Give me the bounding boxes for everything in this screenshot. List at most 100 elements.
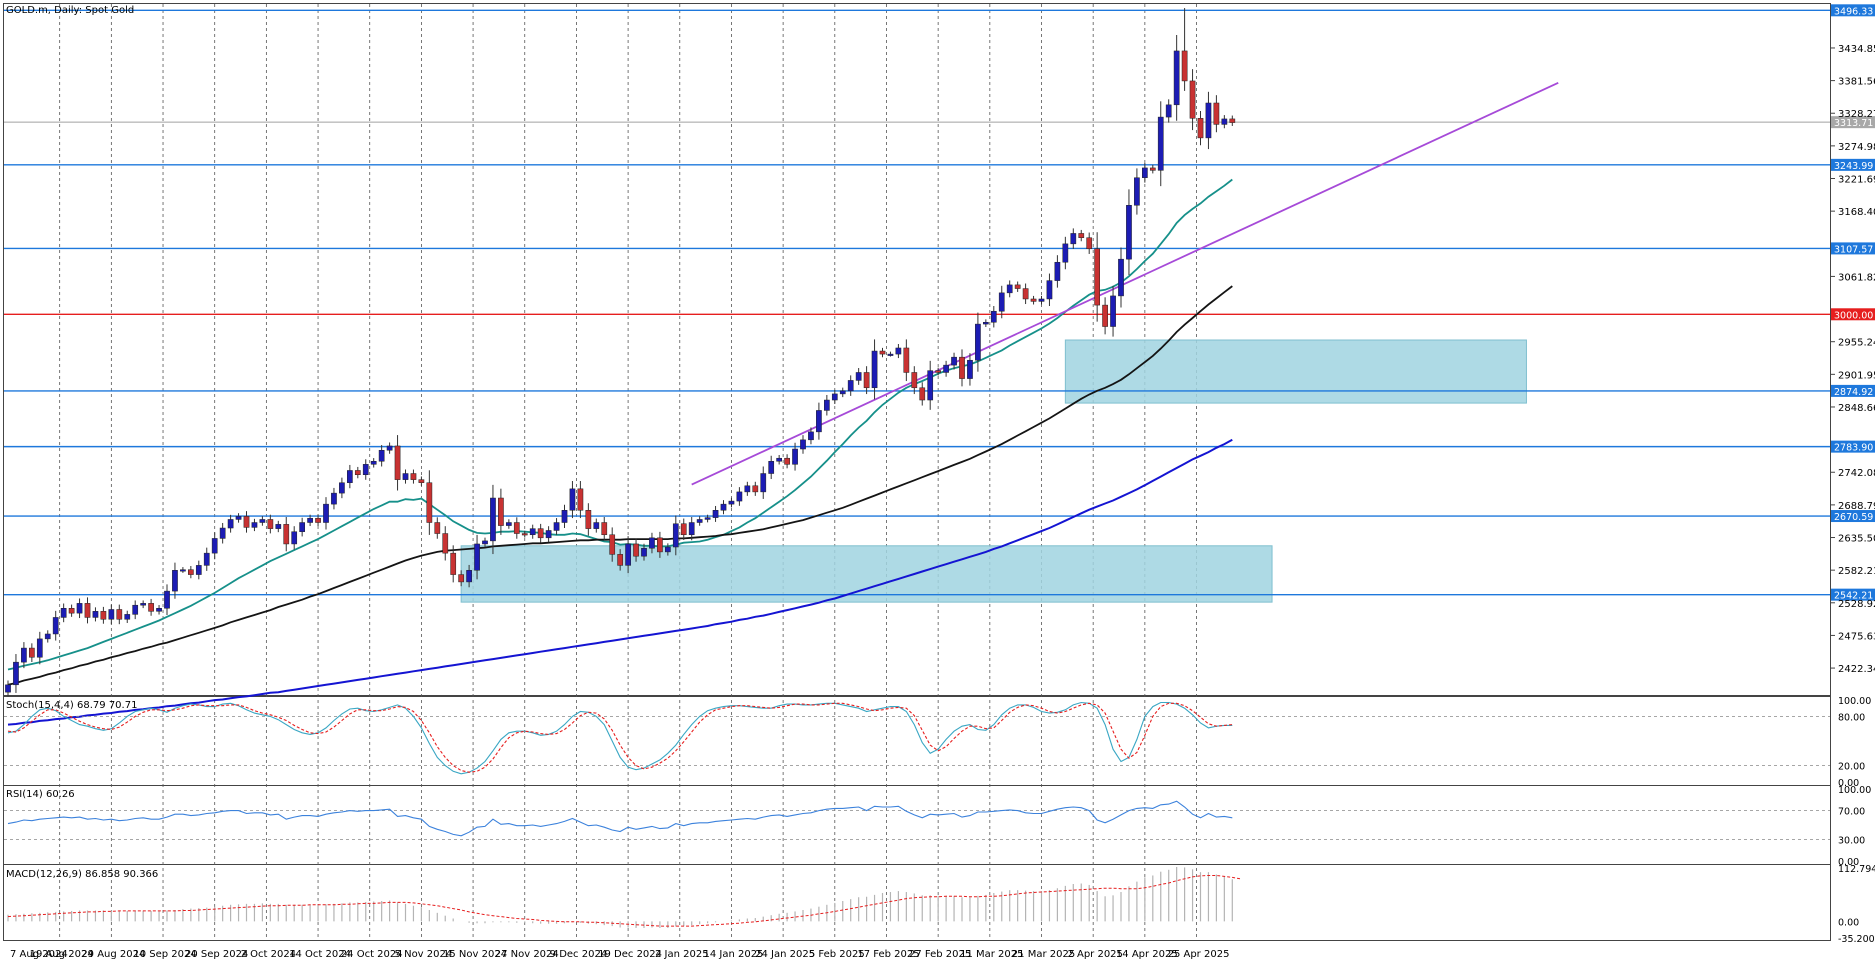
level-tag-bg [1831, 4, 1875, 17]
candle [203, 547, 210, 571]
candle [983, 319, 989, 327]
candle-body [100, 611, 107, 620]
candle [943, 360, 949, 377]
candle [116, 604, 123, 625]
candle [1030, 295, 1037, 305]
candle [275, 520, 282, 533]
candle [442, 526, 449, 561]
candle [172, 562, 178, 599]
candle-body [1046, 280, 1053, 300]
candle-body [808, 431, 814, 441]
price-axis: 3496.33 3243.99 3107.57 3000.00 2874.92 2783.… [1831, 4, 1875, 675]
candle-body [975, 323, 981, 361]
candle [402, 469, 409, 484]
candle [474, 534, 480, 580]
level-tag: 2670.59 [1834, 512, 1873, 523]
candle-body [315, 517, 321, 523]
candle-body [132, 604, 139, 615]
price-tick-label: 2742.08 [1838, 468, 1875, 479]
candle [490, 484, 496, 555]
date-label: 27 Nov 2024 [495, 949, 559, 960]
stoch-line-1 [7, 702, 1233, 773]
candle [1046, 273, 1053, 307]
candle [919, 382, 926, 406]
candle-body [537, 528, 544, 539]
candle [760, 466, 767, 499]
candle [84, 597, 91, 624]
candle-body [529, 528, 536, 536]
candle-body [68, 608, 75, 614]
candle [347, 464, 353, 489]
candle [283, 517, 290, 552]
candle-body [1110, 295, 1116, 327]
candle-body [156, 608, 162, 612]
price-tick-label: 2475.63 [1838, 631, 1875, 642]
main-plot-frame [3, 3, 1831, 941]
candle-body [983, 321, 989, 325]
candle-body [1022, 288, 1029, 300]
level-tag: 3000.00 [1834, 310, 1873, 321]
candle-body [60, 608, 67, 618]
candle [927, 360, 934, 410]
candle [498, 488, 504, 535]
date-label: 29 Aug 2024 [81, 949, 145, 960]
candle-body [235, 516, 242, 520]
candle-body [831, 393, 838, 401]
candle [561, 504, 568, 529]
candle [752, 481, 759, 496]
candle-body [609, 534, 616, 555]
candle [593, 518, 600, 533]
candle-body [1054, 261, 1061, 281]
candle-body [736, 491, 743, 502]
candle-body [855, 372, 862, 381]
price-tick-label: 2688.79 [1838, 501, 1875, 512]
candle [52, 610, 59, 641]
candle [1134, 168, 1140, 215]
candle [354, 466, 361, 479]
trendline[interactable] [691, 81, 1559, 486]
price-tick-label: 2955.24 [1838, 338, 1875, 349]
date-label: 19 Aug 2024 [30, 949, 94, 960]
candle-body [203, 552, 210, 566]
candle-body [291, 531, 298, 545]
candle-body [1078, 233, 1085, 238]
candle [625, 536, 631, 574]
level-tag: 2874.92 [1834, 387, 1873, 398]
candle [370, 458, 377, 468]
candle-body [474, 543, 480, 571]
candle [935, 367, 941, 376]
level-tag: 2783.90 [1834, 443, 1873, 454]
candle [839, 387, 846, 398]
candle [466, 564, 472, 588]
macd-signal-line [7, 875, 1241, 927]
candle [251, 518, 258, 532]
rsi-tick-label: 0.00 [1838, 857, 1859, 868]
candle-body [998, 292, 1005, 312]
rsi-panel: 100.00 70.00 30.00 0.00 [4, 785, 1871, 868]
candle [410, 469, 417, 484]
candle-body [712, 510, 719, 518]
candle-body [1070, 233, 1077, 245]
stochastic-panel: 100.00 80.00 20.00 0.00 [4, 696, 1871, 789]
candle-body [1086, 237, 1093, 250]
candle-body [625, 543, 631, 566]
candlesticks [5, 8, 1236, 697]
ma-line-1 [7, 285, 1233, 686]
price-tick-label: 3168.40 [1838, 207, 1875, 218]
candle-body [188, 569, 194, 575]
candle-body [895, 347, 902, 355]
candle-body [617, 554, 623, 566]
date-label: 24 Jan 2025 [755, 949, 815, 960]
candle [108, 604, 115, 625]
candle-body [211, 538, 218, 554]
candle-body [13, 661, 19, 686]
candle [871, 339, 878, 400]
candle [299, 517, 305, 537]
candle [609, 527, 616, 562]
candle [386, 442, 393, 454]
price-tick-label: 3434.85 [1838, 44, 1875, 55]
candle-body [490, 497, 496, 542]
candle-body [370, 461, 377, 465]
candle-body [164, 590, 170, 609]
